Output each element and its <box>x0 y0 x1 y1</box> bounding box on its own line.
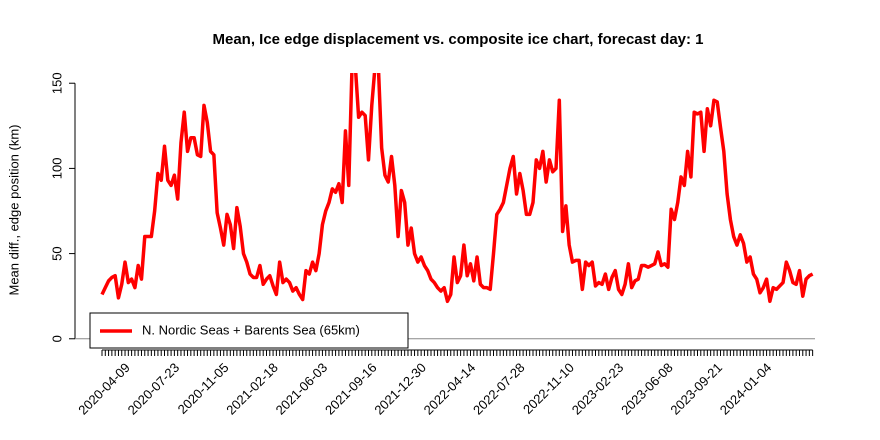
x-tick-label: 2020-11-05 <box>175 360 232 417</box>
x-tick-label: 2020-04-09 <box>75 360 133 418</box>
x-tick-label: 2022-07-28 <box>470 360 528 418</box>
legend-box <box>89 312 409 349</box>
x-tick-label: 2022-04-14 <box>421 360 479 418</box>
x-tick-label: 2020-07-23 <box>125 360 183 418</box>
data-line <box>100 73 814 304</box>
x-tick-label: 2023-09-21 <box>667 360 725 418</box>
y-tick-label: 150 <box>49 72 64 94</box>
legend-label: N. Nordic Seas + Barents Sea (65km) <box>142 322 360 337</box>
y-tick-label: 100 <box>49 158 64 180</box>
plot-area <box>100 73 814 304</box>
y-tick-label: 50 <box>49 246 64 260</box>
x-tick-label: 2023-02-23 <box>569 360 627 418</box>
x-tick-label: 2021-06-03 <box>273 360 331 418</box>
x-tick-label: 2023-06-08 <box>618 360 676 418</box>
x-tick-label: 2021-02-18 <box>223 360 281 418</box>
y-axis-label: Mean diff., edge position (km) <box>6 124 21 295</box>
y-tick-label: 0 <box>49 335 64 342</box>
x-tick-label: 2024-01-04 <box>717 360 775 418</box>
x-tick-label: 2022-11-10 <box>520 360 577 417</box>
x-tick-label: 2021-12-30 <box>371 360 429 418</box>
chart-title: Mean, Ice edge displacement vs. composit… <box>212 31 703 48</box>
x-tick-label: 2021-09-16 <box>322 360 380 418</box>
